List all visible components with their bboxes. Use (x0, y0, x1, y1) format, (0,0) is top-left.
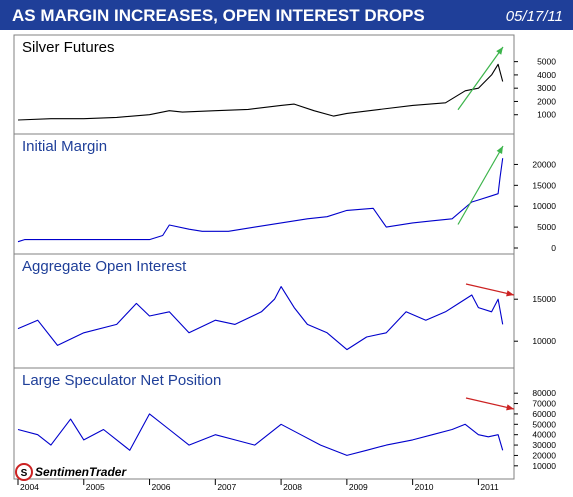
y-tick-label: 10000 (532, 461, 556, 471)
trend-arrow (457, 46, 504, 111)
y-tick-label: 70000 (532, 399, 556, 409)
y-tick-label: 2000 (537, 96, 556, 106)
panels: Silver Futures10002000300040005000Initia… (14, 39, 556, 471)
header-bar (0, 0, 573, 30)
x-tick-label: 2011 (480, 482, 499, 492)
trend-arrow (457, 145, 504, 225)
panel-title: Initial Margin (22, 138, 107, 155)
y-tick-label: 0 (551, 243, 556, 253)
y-tick-label: 15000 (532, 294, 556, 304)
x-tick-label: 2005 (86, 482, 105, 492)
panel-2: Initial Margin 0 5000 10000 15000 20000 (14, 133, 556, 253)
plot-frame (13, 34, 515, 480)
panel-title: Silver Futures (22, 39, 115, 56)
logo-icon-glyph: S (21, 468, 28, 479)
y-tick-label: 5000 (537, 222, 556, 232)
logo-text: SentimenTrader (35, 465, 127, 479)
y-tick-label: 3000 (537, 83, 556, 93)
x-tick-label: 2009 (349, 482, 368, 492)
x-tick-label: 2008 (283, 482, 302, 492)
y-tick-label: 1000 (537, 110, 556, 120)
y-tick-label: 5000 (537, 57, 556, 67)
y-tick-label: 15000 (532, 180, 556, 190)
y-tick-label: 20000 (532, 450, 556, 460)
panel-4: Large Speculator Net Position 10000200003… (14, 367, 556, 471)
header-title: AS MARGIN INCREASES, OPEN INTEREST DROPS (12, 6, 425, 25)
y-tick-label: 10000 (532, 201, 556, 211)
panel-title: Aggregate Open Interest (22, 258, 187, 275)
x-tick-label: 2010 (415, 482, 434, 492)
series-line (17, 63, 504, 121)
logo-icon (15, 463, 33, 481)
x-tick-label: 2006 (152, 482, 171, 492)
series-line (17, 158, 504, 243)
y-tick-label: 4000 (537, 70, 556, 80)
trend-arrow (465, 397, 515, 410)
y-tick-label: 30000 (532, 440, 556, 450)
y-tick-label: 60000 (532, 409, 556, 419)
y-tick-label: 80000 (532, 388, 556, 398)
y-tick-label: 10000 (532, 336, 556, 346)
panel-3: Aggregate Open Interest 10000 15000 (14, 253, 556, 351)
trend-arrow-head (496, 146, 503, 154)
header-date: 05/17/11 (506, 8, 563, 25)
y-tick-label: 50000 (532, 419, 556, 429)
panel-1: Silver Futures 1000 2000 3000 4000 5000 (17, 39, 556, 121)
x-axis: 2004 2005 2006 2007 2008 2009 2010 2011 (17, 479, 499, 492)
trend-arrow (465, 283, 515, 296)
y-tick-label: 40000 (532, 430, 556, 440)
x-tick-label: 2004 (20, 482, 39, 492)
y-tick-label: 20000 (532, 159, 556, 169)
panel-title: Large Speculator Net Position (22, 372, 221, 389)
series-line (17, 286, 504, 351)
trend-arrow-head (506, 404, 514, 411)
trend-arrow-head (496, 47, 503, 55)
trend-arrow-head (506, 290, 514, 297)
sentimentrader-logo: S SentimenTrader (15, 463, 127, 481)
series-line (17, 413, 504, 456)
x-tick-label: 2007 (217, 482, 236, 492)
